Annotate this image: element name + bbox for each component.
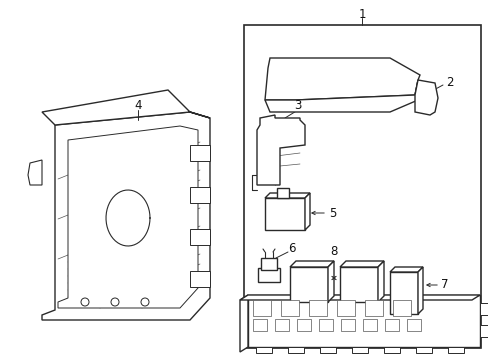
Polygon shape: [58, 126, 198, 308]
Polygon shape: [257, 115, 305, 185]
Bar: [289, 267, 327, 302]
Bar: [274, 319, 288, 331]
Bar: [252, 300, 270, 316]
Polygon shape: [240, 295, 479, 300]
Text: 1: 1: [358, 8, 365, 21]
Bar: [281, 300, 298, 316]
Polygon shape: [377, 261, 383, 302]
Bar: [406, 319, 420, 331]
Bar: [389, 272, 417, 314]
Polygon shape: [305, 193, 309, 230]
Bar: [190, 187, 209, 203]
Circle shape: [111, 298, 119, 306]
Text: 3: 3: [294, 99, 301, 112]
Bar: [256, 347, 271, 353]
Bar: [392, 300, 410, 316]
Bar: [264, 198, 305, 230]
Bar: [415, 347, 431, 353]
Bar: [362, 319, 376, 331]
Polygon shape: [240, 295, 247, 352]
Bar: [319, 347, 335, 353]
Text: 5: 5: [328, 207, 336, 220]
Circle shape: [81, 298, 89, 306]
Circle shape: [141, 298, 149, 306]
Polygon shape: [414, 80, 437, 115]
Bar: [276, 188, 288, 198]
Bar: [252, 319, 266, 331]
Bar: [244, 25, 480, 348]
Polygon shape: [327, 261, 333, 302]
Bar: [247, 295, 479, 347]
Bar: [447, 347, 463, 353]
Polygon shape: [417, 267, 422, 314]
Polygon shape: [42, 112, 209, 320]
Bar: [261, 258, 276, 270]
Bar: [479, 303, 487, 315]
Bar: [339, 267, 377, 302]
Text: 2: 2: [446, 76, 453, 89]
Bar: [340, 319, 354, 331]
Bar: [384, 319, 398, 331]
Bar: [190, 145, 209, 161]
Text: 6: 6: [287, 242, 295, 255]
Text: 4: 4: [134, 99, 142, 112]
Polygon shape: [389, 267, 422, 272]
Bar: [351, 347, 367, 353]
Polygon shape: [289, 261, 333, 267]
Polygon shape: [339, 261, 383, 267]
Bar: [190, 271, 209, 287]
Bar: [383, 347, 399, 353]
Bar: [287, 347, 304, 353]
Bar: [364, 300, 382, 316]
Polygon shape: [42, 90, 209, 125]
Bar: [479, 325, 487, 337]
Polygon shape: [28, 160, 42, 185]
Bar: [336, 300, 354, 316]
Polygon shape: [264, 58, 419, 100]
Bar: [308, 300, 326, 316]
Text: 8: 8: [329, 244, 337, 257]
Polygon shape: [264, 80, 417, 112]
Bar: [296, 319, 310, 331]
Bar: [258, 268, 280, 282]
Polygon shape: [264, 193, 309, 198]
Bar: [318, 319, 332, 331]
Text: 7: 7: [440, 279, 448, 292]
Bar: [190, 229, 209, 245]
